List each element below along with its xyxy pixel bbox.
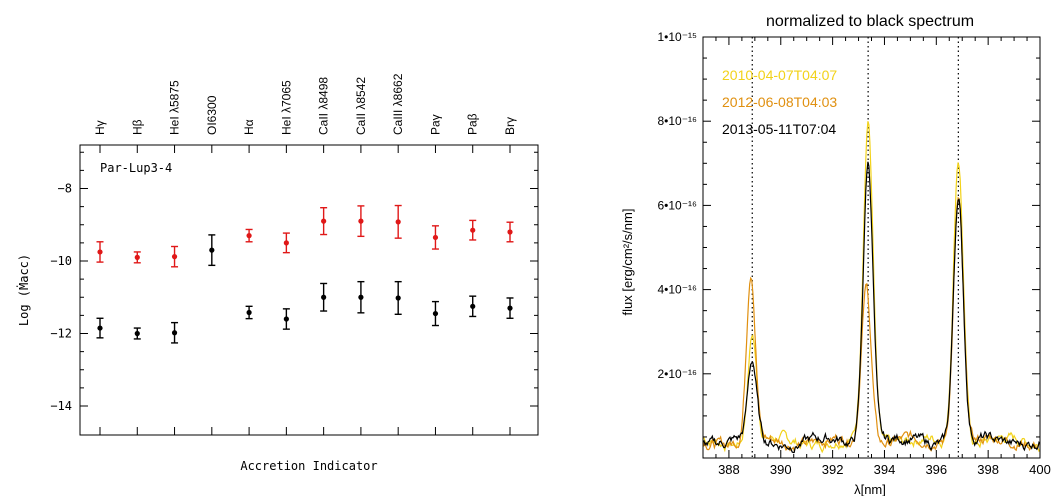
spectrum-line: [702, 121, 1041, 454]
left-y-ticks: −14 −12 −10 −8: [50, 151, 538, 413]
category-label: Brγ: [503, 117, 517, 135]
category-label: CaII λ8498: [317, 77, 331, 135]
data-point: [209, 247, 215, 253]
left-y-tick-label: −10: [50, 254, 72, 268]
data-point: [97, 325, 103, 331]
right-x-axis-label: λ[nm]: [854, 482, 886, 496]
right-x-tick-label: 394: [874, 462, 896, 477]
right-chart-title: normalized to black spectrum: [766, 13, 974, 30]
data-point: [134, 330, 140, 337]
legend-entry: 2012-06-08T04:03: [722, 94, 837, 110]
category-label: CaIII λ8662: [391, 73, 405, 135]
data-point: [171, 254, 178, 260]
data-point: [321, 218, 327, 224]
data-point: [395, 219, 401, 225]
data-point: [321, 294, 327, 300]
left-plot-frame: [79, 144, 539, 436]
data-point: [358, 218, 364, 224]
left-y-axis-label: Log (Ṁacc): [16, 254, 31, 326]
data-point: [507, 229, 513, 235]
data-point: [432, 310, 439, 317]
category-label: HeI λ7065: [279, 80, 293, 135]
spectrum-line: [702, 196, 1041, 453]
left-y-tick-label: −14: [50, 399, 72, 413]
category-label: Paγ: [428, 114, 442, 135]
data-point: [246, 309, 252, 316]
right-y-tick-label: 6•10⁻¹⁶: [658, 198, 698, 212]
spectrum-line: [702, 161, 1041, 454]
data-point: [358, 294, 364, 300]
left-x-axis-label: Accretion Indicator: [240, 459, 377, 473]
right-y-tick-label: 2•10⁻¹⁶: [658, 367, 698, 381]
data-point: [395, 295, 401, 301]
data-point: [283, 240, 289, 246]
data-point: [470, 303, 476, 309]
data-point: [470, 227, 476, 233]
right-y-tick-label: 8•10⁻¹⁶: [658, 114, 698, 128]
data-point: [507, 305, 513, 311]
right-x-ticks: 388 390 392 394 396 398 400: [715, 37, 1051, 477]
data-point: [432, 234, 439, 241]
legend-entry: 2013-05-11T07:04: [722, 121, 836, 137]
spectrum-legend: 2010-04-07T04:07 2012-06-08T04:03 2013-05-…: [722, 67, 837, 137]
left-x-ticks: [99, 145, 511, 435]
right-y-axis-label: flux [erg/cm²/s/nm]: [620, 209, 635, 316]
left-data-points: [96, 204, 514, 344]
target-annotation: Par-Lup3-4: [100, 161, 172, 175]
data-point: [283, 316, 289, 322]
left-y-tick-label: −12: [50, 327, 72, 341]
right-x-tick-label: 396: [925, 462, 947, 477]
right-x-tick-label: 390: [770, 462, 792, 477]
category-label: Hβ: [130, 119, 144, 135]
right-x-tick-label: 388: [718, 462, 740, 477]
right-y-tick-label: 4•10⁻¹⁶: [658, 283, 698, 297]
legend-entry: 2010-04-07T04:07: [722, 67, 837, 83]
category-label: Paβ: [466, 113, 480, 135]
right-y-tick-label: 1•10⁻¹⁵: [657, 30, 697, 44]
spectrum-chart: normalized to black spectrum 1•10⁻¹⁵ 8•10…: [620, 13, 1051, 496]
category-label: Hα: [242, 119, 256, 135]
right-y-ticks: 1•10⁻¹⁵ 8•10⁻¹⁶ 6•10⁻¹⁶ 4•10⁻¹⁶ 2•10⁻¹⁶: [657, 30, 1040, 438]
right-x-tick-label: 398: [977, 462, 999, 477]
category-label: Hγ: [93, 120, 107, 135]
data-point: [97, 249, 103, 255]
left-category-labels: Hγ Hβ HeI λ5875 OI6300 Hα HeI λ7065 CaII λ8498…: [93, 73, 517, 135]
data-point: [134, 254, 140, 260]
category-label: CaII λ8542: [354, 77, 368, 135]
right-x-tick-label: 400: [1029, 462, 1051, 477]
accretion-chart: −14 −12 −10 −8 Hγ Hβ HeI λ5875 OI6300 Hα HeI λ70…: [16, 73, 539, 473]
data-point: [171, 330, 178, 336]
left-y-tick-label: −8: [58, 182, 72, 196]
data-point: [246, 233, 252, 239]
spectrum-lines: [702, 121, 1041, 454]
category-label: HeI λ5875: [168, 80, 182, 135]
category-label: OI6300: [205, 95, 219, 135]
right-x-tick-label: 392: [822, 462, 844, 477]
